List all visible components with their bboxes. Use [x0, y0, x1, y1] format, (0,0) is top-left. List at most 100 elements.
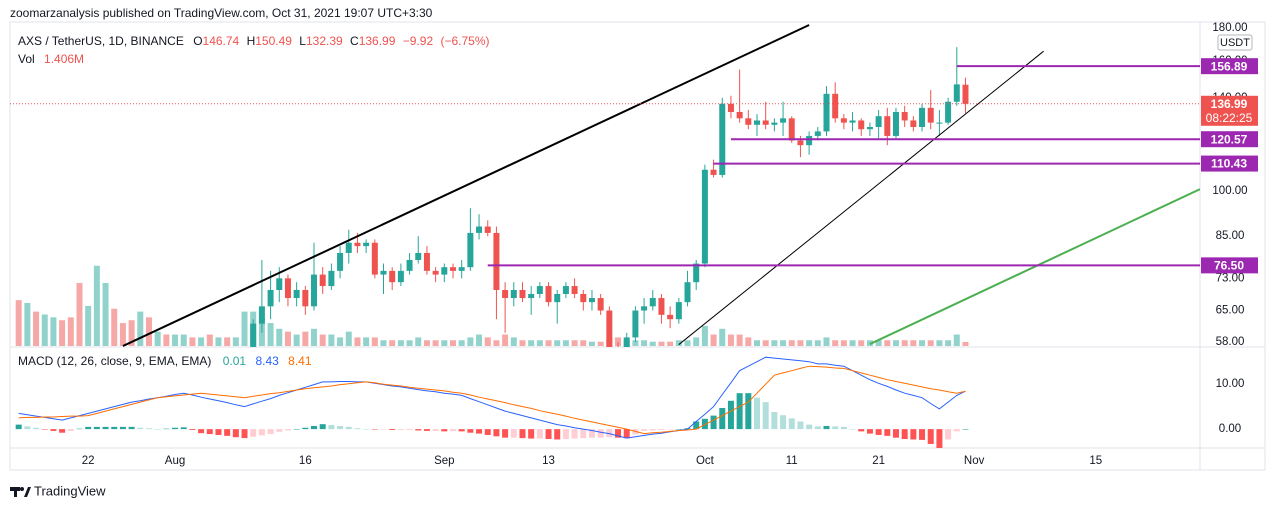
x-tick-label: 13	[542, 455, 555, 467]
macd-hist-bar	[258, 429, 265, 436]
level-badge	[1201, 257, 1258, 274]
volume-bar	[397, 340, 404, 346]
candle-body	[476, 226, 483, 233]
macd-hist-bar	[727, 400, 734, 430]
volume-bar	[840, 340, 847, 346]
volume-bar	[111, 308, 118, 346]
volume-bar	[771, 340, 778, 346]
macd-hist-bar	[814, 426, 821, 430]
volume-bar	[823, 337, 830, 346]
candle-body	[493, 232, 500, 290]
macd-hist-bar	[745, 393, 752, 430]
macd-hist-bar	[875, 429, 882, 435]
candle-body	[797, 140, 804, 146]
macd-hist-bar	[354, 428, 361, 430]
candle-body	[823, 93, 830, 132]
macd-hist-bar	[449, 429, 456, 431]
volume-bar	[441, 340, 448, 346]
macd-hist-bar	[528, 429, 535, 439]
volume-bar	[562, 340, 569, 346]
axis-layer: 180.00160.00140.00100.0085.0073.0065.005…	[82, 22, 1258, 467]
candle-body	[502, 289, 509, 299]
candle-body	[250, 323, 257, 347]
volume-bar	[693, 337, 700, 346]
candle-body	[606, 310, 613, 347]
volume-bar	[832, 340, 839, 346]
candle-body	[371, 242, 378, 275]
volume-bar	[953, 334, 960, 346]
macd-hist-bar	[50, 429, 57, 431]
macd-hist-bar	[580, 429, 587, 439]
trend-line	[122, 24, 810, 347]
candle-body	[945, 101, 952, 123]
volume-bar	[762, 340, 769, 346]
macd-hist-bar	[163, 428, 170, 430]
macd-hist-value: 0.01	[223, 354, 247, 368]
volume-bar	[528, 340, 535, 346]
signal-line	[18, 365, 966, 435]
candle-body	[389, 270, 396, 283]
candle-body	[649, 298, 656, 307]
candle-body	[675, 302, 682, 320]
volume-bar	[875, 340, 882, 346]
macd-hist-bar	[849, 429, 856, 430]
macd-hist-bar	[797, 421, 804, 430]
brand: TradingView	[10, 483, 106, 498]
volume-bar	[754, 340, 761, 346]
currency-box	[1217, 34, 1253, 51]
candle-body	[319, 274, 326, 287]
y-tick-label: 58.00	[1216, 336, 1245, 348]
candle-body	[658, 298, 665, 315]
volume-bar	[311, 328, 318, 346]
volume-bar	[519, 340, 526, 346]
volume-bar	[667, 341, 674, 346]
macd-hist-bar	[736, 393, 743, 430]
volume-bar	[102, 282, 109, 346]
candle-body	[701, 169, 708, 264]
volume-bar	[858, 340, 865, 346]
candle-body	[745, 118, 752, 125]
chart-frame	[9, 21, 1266, 471]
symbol-legend: AXS / TetherUS, 1D, BINANCE O146.74 H150…	[18, 34, 490, 48]
candle-body	[545, 286, 552, 303]
macd-line	[18, 356, 966, 439]
macd-hist-bar	[597, 429, 604, 438]
macd-hist-bar	[241, 429, 248, 439]
macd-hist-bar	[180, 427, 187, 430]
x-tick-label: 16	[299, 455, 312, 467]
macd-hist-bar	[502, 429, 509, 438]
brand-icon	[24, 487, 31, 497]
volume-bar	[119, 323, 126, 346]
macd-hist-bar	[476, 429, 483, 434]
macd-hist-bar	[510, 429, 517, 438]
macd-hist-bar	[198, 429, 205, 434]
volume-bar	[901, 340, 908, 346]
volume-bar	[632, 340, 639, 346]
volume-bar	[432, 340, 439, 346]
volume-bar	[24, 303, 31, 346]
candle-body	[858, 120, 865, 130]
candle-body	[632, 310, 639, 338]
macd-hist-bar	[206, 429, 213, 435]
trend-line	[678, 50, 1044, 345]
macd-hist-bar	[641, 429, 648, 431]
volume-bar	[945, 340, 952, 346]
macd-hist-bar	[33, 427, 40, 430]
volume-bar	[198, 337, 205, 346]
macd-tick-label: 0.00	[1219, 423, 1241, 435]
volume-bar	[797, 340, 804, 346]
price-layer	[10, 24, 1200, 347]
macd-hist-bar	[562, 429, 569, 440]
macd-hist-bar	[858, 429, 865, 432]
level-label: 120.57	[1211, 132, 1248, 146]
volume-bar	[927, 340, 934, 346]
macd-hist-bar	[328, 425, 335, 430]
macd-hist-bar	[458, 429, 465, 432]
candle-body	[562, 286, 569, 294]
candle-body	[415, 252, 422, 260]
candle-body	[597, 298, 604, 311]
macd-hist-bar	[363, 429, 370, 430]
countdown-label: 08:22:25	[1206, 111, 1253, 125]
x-tick-label: 15	[1089, 455, 1102, 467]
